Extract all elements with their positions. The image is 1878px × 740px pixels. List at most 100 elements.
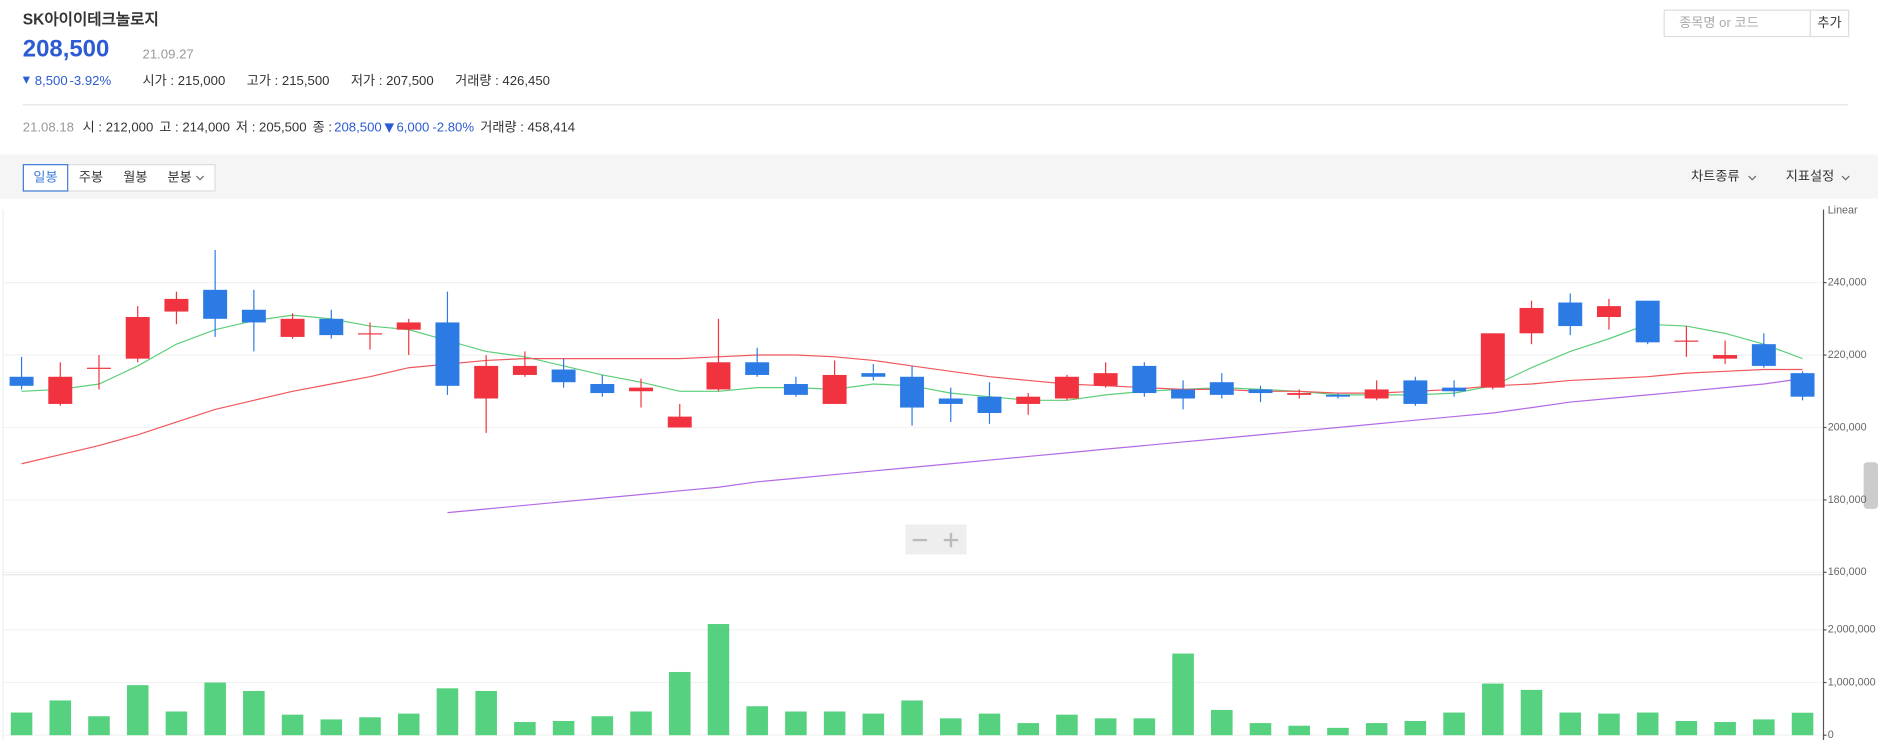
volume-bar — [397, 713, 420, 736]
candle-body — [9, 376, 34, 386]
search-placeholder: 종목명 or 코드 — [1679, 15, 1759, 30]
candle-body — [164, 298, 189, 312]
side-handle[interactable] — [1863, 462, 1878, 509]
candle-body — [1674, 340, 1699, 342]
volume-bar — [514, 722, 536, 736]
candle-body — [977, 396, 1002, 413]
hover-item: 저 : 205,500 — [236, 120, 307, 135]
search-box[interactable] — [1663, 9, 1811, 38]
candle-body — [1713, 355, 1738, 359]
volume-bar — [1482, 683, 1504, 736]
candle-body — [87, 367, 111, 369]
hover-close-label: 종 : — [313, 120, 332, 135]
candle-body — [474, 365, 499, 399]
volume-bar — [901, 700, 923, 736]
candle-body — [241, 309, 266, 323]
volume-bar — [939, 718, 962, 736]
hover-volume: 거래량 : 458,414 — [480, 120, 575, 135]
y-tick-label: 0 — [1828, 729, 1834, 740]
candle-body — [629, 387, 654, 392]
moving-average — [447, 378, 1803, 514]
candle-body — [203, 289, 228, 319]
volume-bar — [1675, 720, 1698, 736]
candle-body — [667, 416, 692, 428]
volume-bar — [978, 713, 1001, 736]
volume-bar — [1288, 725, 1311, 736]
candle-body — [396, 322, 421, 330]
volume-bar — [707, 624, 730, 736]
stat: 고가 : 215,500 — [247, 73, 330, 88]
candle-body — [938, 398, 963, 404]
candle-body — [1403, 380, 1428, 404]
volume-bar — [746, 706, 768, 736]
candle-body — [1093, 373, 1118, 386]
volume-bar — [785, 711, 807, 736]
volume-bar — [243, 690, 265, 736]
candle-body — [900, 376, 925, 408]
add-button-label: 추가 — [1817, 15, 1841, 30]
zoom-icons — [912, 532, 959, 548]
volume-bar — [862, 713, 885, 736]
candle-body — [1558, 302, 1583, 327]
volume-bar — [591, 716, 614, 736]
volume-bar — [1714, 722, 1736, 736]
candle-body — [745, 362, 770, 375]
candle-body — [1790, 373, 1815, 397]
y-tick-label: 2,000,000 — [1828, 624, 1876, 636]
volume-bar — [165, 711, 188, 736]
candle-body — [435, 322, 460, 386]
volume-bar — [320, 719, 343, 736]
tab[interactable]: 일봉 — [33, 169, 57, 184]
candle-body — [551, 369, 576, 383]
menu[interactable]: 차트종류 — [1691, 169, 1739, 184]
candle-body — [1364, 389, 1389, 399]
down-arrow — [384, 123, 395, 133]
candle-body — [706, 362, 731, 390]
candle-body — [783, 384, 808, 395]
date: 21.09.27 — [143, 47, 194, 62]
volume-bar — [552, 720, 575, 736]
down-arrow — [22, 76, 30, 84]
tab[interactable]: 분봉 — [168, 169, 192, 184]
volume-bar — [1172, 653, 1194, 736]
candle-body — [1248, 389, 1273, 394]
candle-body — [512, 365, 537, 375]
tab[interactable]: 주봉 — [79, 169, 103, 184]
volume-bar — [1094, 718, 1117, 736]
add-button[interactable] — [1809, 9, 1850, 38]
candle-body — [1054, 376, 1079, 399]
candle-body — [1519, 307, 1544, 334]
stock-name: SK아이이테크놀로지 — [23, 10, 159, 28]
volume-bar — [359, 717, 381, 736]
price: 208,500 — [23, 36, 110, 63]
scale-label: Linear — [1828, 205, 1858, 217]
y-tick-label: 180,000 — [1828, 494, 1867, 506]
volume-bar — [49, 700, 72, 736]
volume-bar — [126, 685, 149, 736]
volume-bar — [630, 711, 652, 736]
tab[interactable]: 월봉 — [123, 169, 147, 184]
volume-bar — [1791, 712, 1814, 736]
volume-bar — [1404, 720, 1427, 736]
volume-bar — [823, 711, 846, 736]
volume-bar — [1598, 713, 1620, 736]
candle-body — [1751, 344, 1776, 366]
menu[interactable]: 지표설정 — [1786, 169, 1834, 184]
candle-body — [1209, 382, 1234, 395]
chevron — [196, 175, 205, 181]
tab-selected[interactable] — [22, 164, 69, 192]
volume-bar — [436, 688, 459, 736]
volume-bar — [1520, 689, 1543, 736]
change-rate: -3.92% — [69, 73, 111, 88]
candle-body — [1480, 333, 1505, 388]
hover-date: 21.08.18 — [23, 120, 74, 135]
candle-body — [1325, 394, 1350, 397]
volume-bar — [204, 682, 226, 736]
candle-body — [319, 318, 344, 336]
candle-body — [1132, 365, 1157, 394]
y-tick-label: 160,000 — [1828, 566, 1867, 578]
volume-bar — [1056, 714, 1078, 736]
candle-body — [1016, 396, 1041, 404]
